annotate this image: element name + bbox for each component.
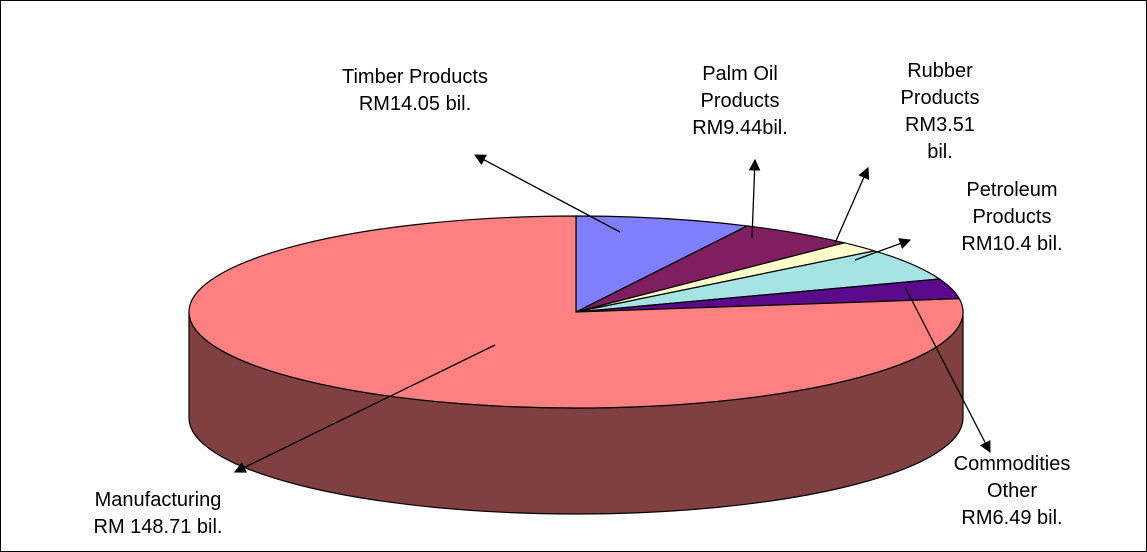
category-label: Rubber Products (900, 60, 980, 109)
slice (188, 215, 964, 409)
category-label: Petroleum Products (966, 179, 1058, 228)
data-label: Commodities Other RM6.49 bil. (952, 451, 1072, 532)
value-label: RM10.4 bil. (961, 233, 1063, 255)
data-label: Timber Products RM14.05 bil. (290, 64, 540, 118)
leader-arrow (834, 166, 870, 244)
category-label: Palm Oil Products (700, 63, 780, 112)
category-label: Manufacturing (94, 489, 222, 511)
data-label: Manufacturing RM 148.71 bil. (40, 487, 276, 541)
leader-arrow (473, 154, 621, 233)
value-label: RM6.49 bil. (961, 507, 1063, 529)
leader-arrow (904, 286, 991, 454)
value-label: RM9.44bil. (692, 117, 788, 139)
category-label: Commodities Other (953, 453, 1071, 502)
value-label: RM14.05 bil. (358, 93, 472, 115)
category-label: Timber Products (342, 66, 488, 88)
value-label: RM 148.71 bil. (93, 516, 223, 538)
data-label: Petroleum Products RM10.4 bil. (945, 177, 1079, 258)
data-label: Rubber Products RM3.51 bil. (890, 58, 990, 166)
data-label: Palm Oil Products RM9.44bil. (675, 61, 805, 142)
slice (575, 250, 942, 313)
leader-arrow (748, 158, 761, 239)
leader-arrow (854, 238, 912, 261)
leader-arrow (233, 344, 496, 473)
value-label: RM3.51 bil. (904, 114, 976, 163)
slice (575, 215, 750, 313)
